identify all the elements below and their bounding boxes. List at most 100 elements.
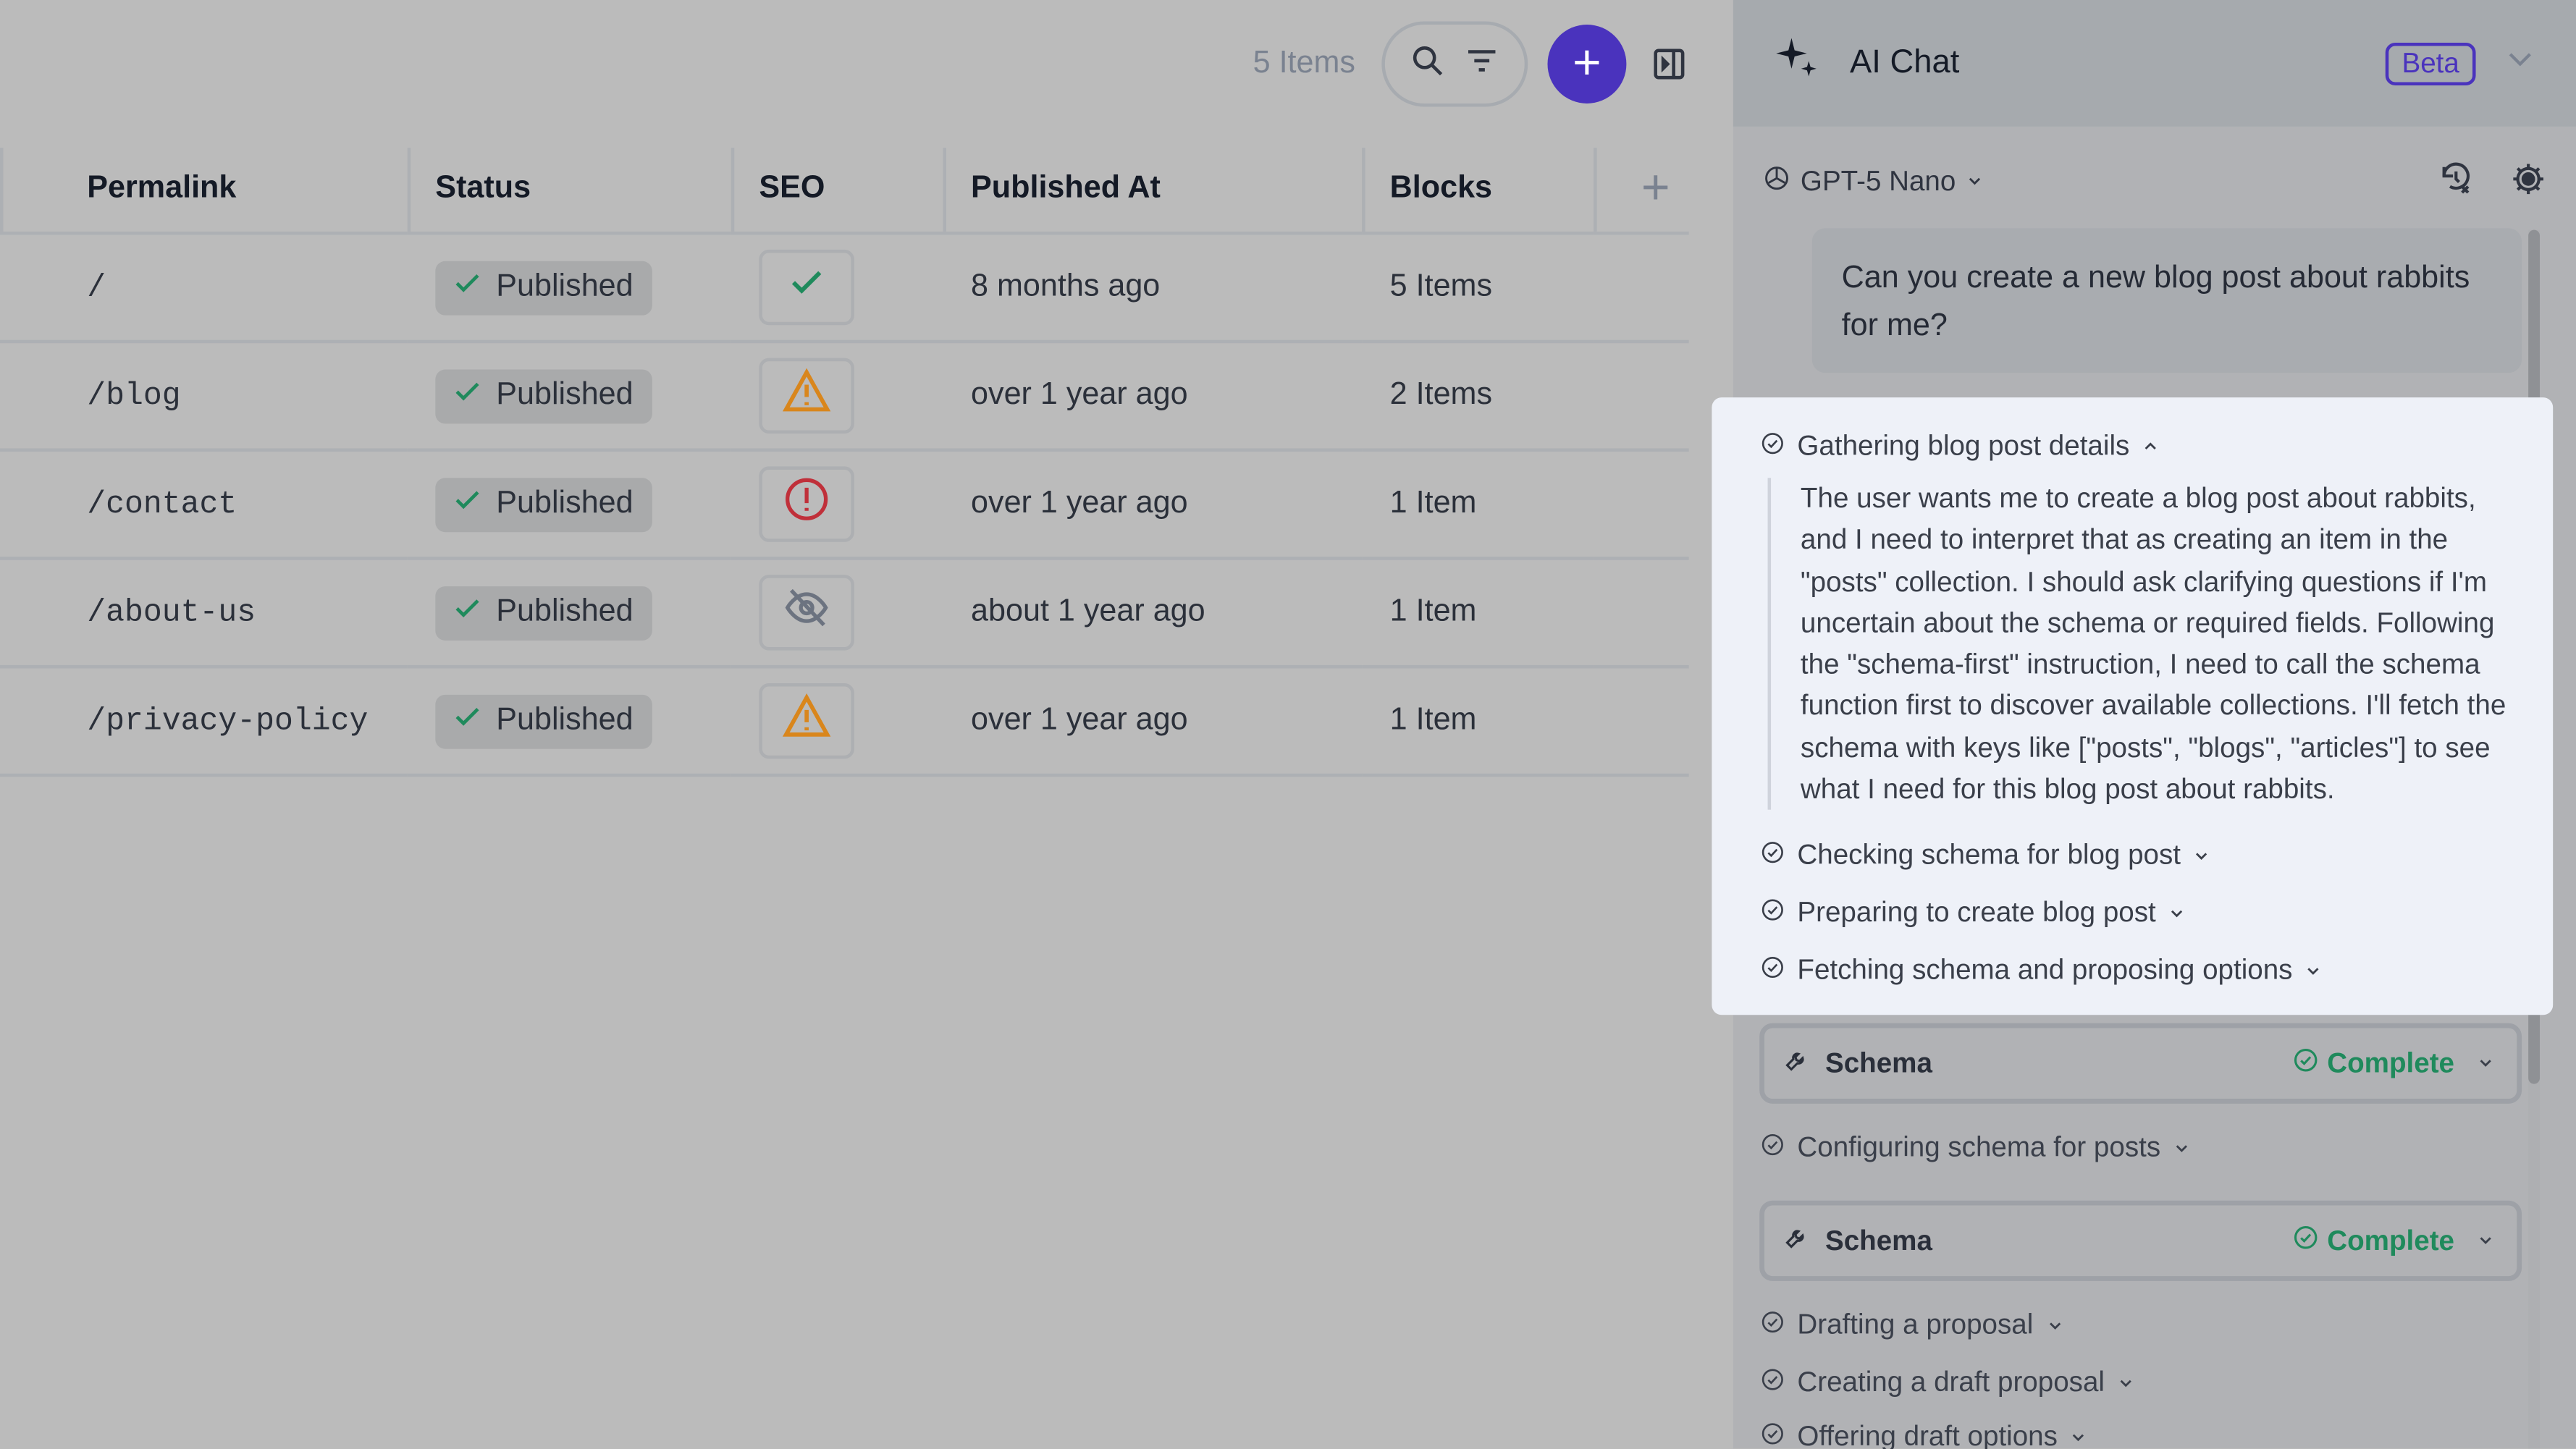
check-icon <box>452 701 483 742</box>
status-badge: Published <box>435 477 653 532</box>
chevron-down-icon <box>2478 1226 2494 1256</box>
tool-call-card[interactable]: Schema Complete <box>1759 1023 2522 1104</box>
column-header-blocks[interactable]: Blocks <box>1362 145 1594 234</box>
published-at-cell: about 1 year ago <box>943 557 1363 667</box>
chat-title: AI Chat <box>1850 44 1960 81</box>
reasoning-block <box>1712 397 2554 1015</box>
reasoning-step[interactable]: Configuring schema for posts <box>1761 1131 2189 1164</box>
status-badge: Complete <box>2293 1225 2454 1257</box>
published-at-cell: over 1 year ago <box>943 664 1363 777</box>
warning-icon <box>782 368 831 423</box>
tool-status: Complete <box>2327 1047 2455 1078</box>
step-label: Creating a draft proposal <box>1797 1366 2105 1398</box>
status-label: Published <box>496 703 634 738</box>
chevron-down-icon <box>2306 954 2323 987</box>
step-label: Checking schema for blog post <box>1797 839 2181 871</box>
chat-header: AI Chat Beta <box>1733 0 2576 127</box>
table-row[interactable]: /contact Published over 1 year ago 1 Ite… <box>0 448 1689 559</box>
status-badge: Published <box>435 585 653 640</box>
search-icon[interactable] <box>1410 42 1446 86</box>
status-badge: Published <box>435 693 653 748</box>
reasoning-step[interactable]: Gathering blog post details <box>1761 431 2159 463</box>
tool-call-card[interactable]: Schema Complete <box>1759 1200 2522 1281</box>
items-table: Permalink Status SEO Published At Blocks… <box>0 145 1689 777</box>
check-circle-icon <box>1761 431 1784 463</box>
reasoning-step[interactable]: Fetching schema and proposing options <box>1761 954 2322 987</box>
reasoning-step[interactable]: Drafting a proposal <box>1761 1309 2063 1341</box>
check-circle-icon <box>1761 840 1784 872</box>
check-icon <box>787 263 826 312</box>
tool-status: Complete <box>2327 1224 2455 1256</box>
permalink-cell: /privacy-policy <box>87 703 369 740</box>
column-header-permalink[interactable]: Permalink <box>87 169 237 205</box>
reasoning-step[interactable]: Preparing to create blog post <box>1761 897 2185 929</box>
permalink-cell: / <box>87 269 106 306</box>
seo-indicator[interactable] <box>759 683 854 759</box>
reasoning-step[interactable]: Checking schema for blog post <box>1761 840 2210 872</box>
plus-icon: + <box>1573 35 1601 90</box>
reasoning-text: The user wants me to create a blog post … <box>1767 478 2524 811</box>
chevron-down-icon <box>2169 897 2186 929</box>
status-label: Published <box>496 269 634 304</box>
sidebar-toggle-icon[interactable] <box>1646 41 1693 88</box>
model-selector[interactable]: GPT-5 Nano <box>1800 166 1956 198</box>
seo-indicator[interactable] <box>759 575 854 651</box>
wrench-icon <box>1784 1047 1809 1080</box>
published-at-cell: over 1 year ago <box>943 448 1363 559</box>
step-label: Drafting a proposal <box>1797 1309 2034 1340</box>
sparkles-icon <box>1775 36 1821 90</box>
published-at-cell: over 1 year ago <box>943 339 1363 450</box>
chevron-down-icon[interactable] <box>1966 167 1982 197</box>
table-row[interactable]: /blog Published over 1 year ago 2 Items <box>0 339 1689 450</box>
toolbar: 5 Items + <box>1253 21 1693 107</box>
check-icon <box>452 592 483 633</box>
check-circle-icon <box>1761 954 1784 987</box>
add-item-button[interactable]: + <box>1547 25 1627 104</box>
blocks-cell: 2 Items <box>1362 339 1594 450</box>
status-label: Published <box>496 377 634 413</box>
gear-icon[interactable] <box>2510 160 2546 204</box>
chevron-down-icon <box>2173 1131 2190 1164</box>
ai-chat-panel: AI Chat Beta GPT-5 Nano Can you create a… <box>1712 0 2576 1449</box>
seo-indicator[interactable] <box>759 249 854 326</box>
step-label: Preparing to create blog post <box>1797 896 2156 929</box>
table-row[interactable]: /privacy-policy Published over 1 year ag… <box>0 664 1689 777</box>
chevron-down-icon <box>2478 1049 2494 1078</box>
warning-icon <box>782 693 831 749</box>
chevron-up-icon <box>2142 431 2159 463</box>
user-message: Can you create a new blog post about rab… <box>1811 228 2522 373</box>
step-label: Gathering blog post details <box>1797 430 2130 462</box>
status-badge: Complete <box>2293 1047 2454 1080</box>
permalink-cell: /blog <box>87 377 181 414</box>
seo-indicator[interactable] <box>759 466 854 542</box>
chevron-down-icon <box>2071 1421 2087 1449</box>
published-at-cell: 8 months ago <box>943 231 1363 342</box>
step-label: Offering draft options <box>1797 1420 2058 1449</box>
table-row[interactable]: /about-us Published about 1 year ago 1 I… <box>0 557 1689 667</box>
status-badge: Published <box>435 368 653 423</box>
permalink-cell: /about-us <box>87 594 256 631</box>
add-column-button[interactable]: + <box>1594 145 1689 234</box>
check-circle-icon <box>1761 897 1784 929</box>
collection-view: 5 Items + Permalink Status SEO Published… <box>0 21 1693 777</box>
table-row[interactable]: / Published 8 months ago 5 Items <box>0 231 1689 342</box>
check-icon <box>452 375 483 416</box>
column-header-seo[interactable]: SEO <box>731 145 943 234</box>
status-label: Published <box>496 594 634 630</box>
column-header-published-at[interactable]: Published At <box>943 145 1362 234</box>
blocks-cell: 1 Item <box>1362 448 1594 559</box>
reasoning-step[interactable]: Offering draft options <box>1761 1421 2087 1449</box>
check-circle-icon <box>1761 1421 1784 1449</box>
chevron-down-icon[interactable] <box>2505 44 2535 82</box>
clear-history-icon[interactable] <box>2438 160 2474 204</box>
chevron-down-icon <box>2194 840 2210 872</box>
column-header-status[interactable]: Status <box>407 145 731 234</box>
seo-indicator[interactable] <box>759 358 854 434</box>
alert-circle-icon <box>783 476 830 532</box>
reasoning-step[interactable]: Creating a draft proposal <box>1761 1366 2134 1399</box>
blocks-cell: 1 Item <box>1362 664 1594 777</box>
filter-icon[interactable] <box>1463 42 1499 86</box>
check-circle-icon <box>1761 1309 1784 1341</box>
search-filter-group <box>1381 21 1528 107</box>
blocks-cell: 5 Items <box>1362 231 1594 342</box>
